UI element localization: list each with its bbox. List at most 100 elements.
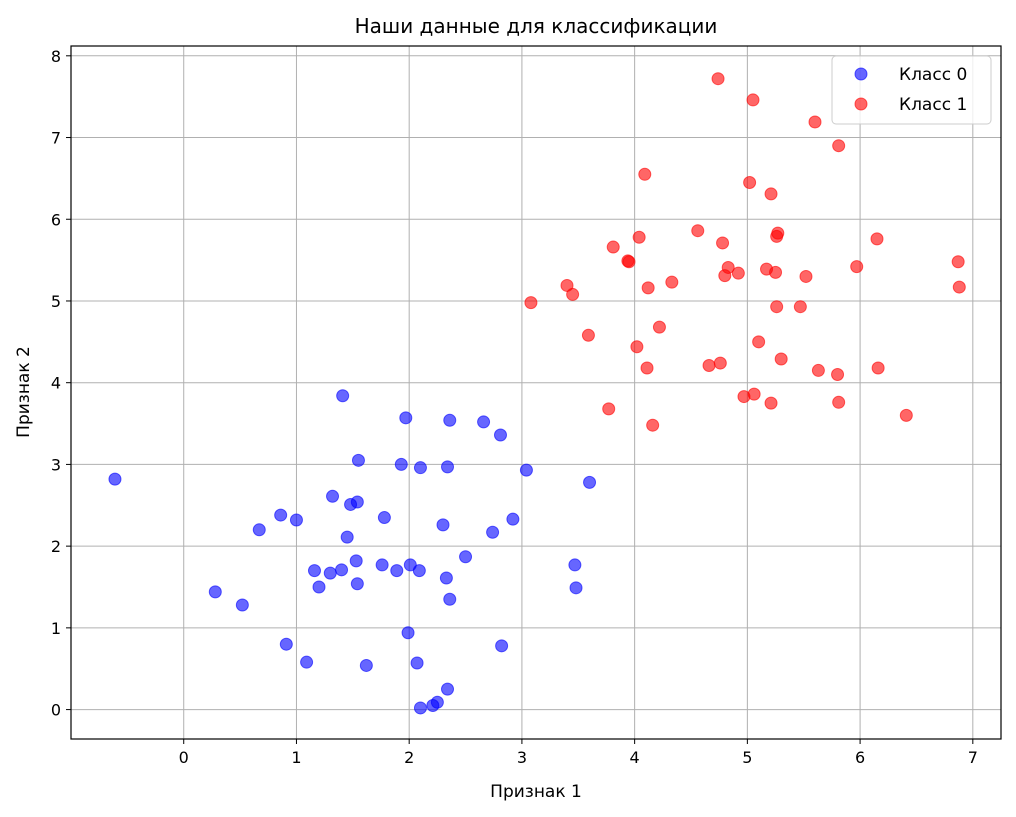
x-tick-label: 2 <box>404 748 414 767</box>
data-point-class-1 <box>691 224 705 238</box>
data-point-class-0 <box>443 413 457 427</box>
y-tick-label: 0 <box>51 701 61 720</box>
data-point-class-0 <box>108 472 122 486</box>
data-point-class-1 <box>774 352 788 366</box>
data-point-class-0 <box>506 512 520 526</box>
x-tick-label: 5 <box>742 748 752 767</box>
data-point-class-1 <box>769 265 783 279</box>
data-point-class-1 <box>652 320 666 334</box>
y-axis-label: Признак 2 <box>14 346 34 438</box>
data-point-class-0 <box>289 513 303 527</box>
data-point-class-1 <box>771 226 785 240</box>
data-point-class-0 <box>441 460 455 474</box>
data-point-class-0 <box>279 637 293 651</box>
data-point-class-0 <box>441 682 455 696</box>
data-point-class-1 <box>752 335 766 349</box>
data-point-class-1 <box>871 361 885 375</box>
legend-label-class-1: Класс 1 <box>899 95 967 115</box>
y-tick-label: 6 <box>51 210 61 229</box>
data-point-class-1 <box>746 93 760 107</box>
data-point-class-0 <box>252 523 266 537</box>
y-tick-label: 1 <box>51 619 61 638</box>
data-point-class-1 <box>899 408 913 422</box>
x-tick-label: 6 <box>855 748 865 767</box>
data-point-class-0 <box>568 558 582 572</box>
data-point-class-0 <box>390 564 404 578</box>
legend-box <box>831 55 992 125</box>
data-point-class-1 <box>721 260 735 274</box>
data-point-class-0 <box>413 461 427 475</box>
data-point-class-1 <box>832 395 846 409</box>
data-point-class-0 <box>412 564 426 578</box>
data-point-class-1 <box>716 236 730 250</box>
data-point-class-1 <box>641 281 655 295</box>
legend-label-class-0: Класс 0 <box>899 65 967 85</box>
y-tick-label: 2 <box>51 537 61 556</box>
data-point-class-0 <box>583 475 597 489</box>
data-point-class-0 <box>359 658 373 672</box>
data-point-class-0 <box>377 511 391 525</box>
y-tick-label: 5 <box>51 292 61 311</box>
legend: Класс 0 Класс 1 <box>831 55 992 125</box>
data-point-class-1 <box>606 240 620 254</box>
axis-ticks: 0 1 2 3 4 5 6 7 0 1 2 3 4 5 6 7 8 <box>51 47 978 767</box>
data-point-class-0 <box>375 558 389 572</box>
data-point-class-0 <box>351 453 365 467</box>
data-point-class-0 <box>274 508 288 522</box>
data-point-class-1 <box>702 359 716 373</box>
data-point-class-1 <box>581 328 595 342</box>
data-point-class-1 <box>770 300 784 314</box>
data-point-class-0 <box>394 457 408 471</box>
data-point-class-1 <box>951 255 965 269</box>
data-point-class-0 <box>349 554 363 568</box>
x-tick-label: 4 <box>630 748 640 767</box>
data-point-class-1 <box>811 363 825 377</box>
data-point-class-1 <box>711 72 725 86</box>
data-point-class-1 <box>713 356 727 370</box>
data-point-class-0 <box>326 489 340 503</box>
data-point-class-0 <box>486 525 500 539</box>
data-point-class-0 <box>410 656 424 670</box>
data-point-class-1 <box>747 387 761 401</box>
data-point-class-1 <box>731 266 745 280</box>
x-tick-label: 0 <box>179 748 189 767</box>
data-point-class-1 <box>764 187 778 201</box>
data-point-class-1 <box>602 402 616 416</box>
data-point-class-0 <box>350 495 364 509</box>
data-point-class-0 <box>312 580 326 594</box>
data-point-class-1 <box>524 296 538 310</box>
data-point-class-1 <box>743 175 757 189</box>
data-point-class-1 <box>632 230 646 244</box>
data-point-class-0 <box>340 530 354 544</box>
data-point-class-1 <box>952 280 966 294</box>
legend-marker-class-1 <box>854 97 868 111</box>
data-point-class-0 <box>235 598 249 612</box>
y-tick-label: 7 <box>51 129 61 148</box>
data-point-class-1 <box>870 232 884 246</box>
data-point-class-0 <box>350 577 364 591</box>
data-point-class-1 <box>646 418 660 432</box>
y-tick-label: 3 <box>51 455 61 474</box>
y-tick-label: 8 <box>51 47 61 66</box>
data-point-class-0 <box>436 518 450 532</box>
data-point-class-1 <box>622 255 636 269</box>
data-points <box>108 72 966 715</box>
data-point-class-0 <box>439 571 453 585</box>
data-point-class-0 <box>569 581 583 595</box>
data-point-class-0 <box>443 592 457 606</box>
data-point-class-0 <box>300 655 314 669</box>
data-point-class-1 <box>832 139 846 153</box>
data-point-class-1 <box>793 300 807 314</box>
data-point-class-0 <box>401 626 415 640</box>
x-tick-label: 3 <box>517 748 527 767</box>
data-point-class-0 <box>477 415 491 429</box>
x-tick-label: 1 <box>291 748 301 767</box>
x-tick-label: 7 <box>968 748 978 767</box>
data-point-class-0 <box>307 564 321 578</box>
data-point-class-0 <box>459 550 473 564</box>
data-point-class-0 <box>335 563 349 577</box>
y-tick-label: 4 <box>51 374 61 393</box>
data-point-class-0 <box>430 695 444 709</box>
data-point-class-0 <box>323 566 337 580</box>
